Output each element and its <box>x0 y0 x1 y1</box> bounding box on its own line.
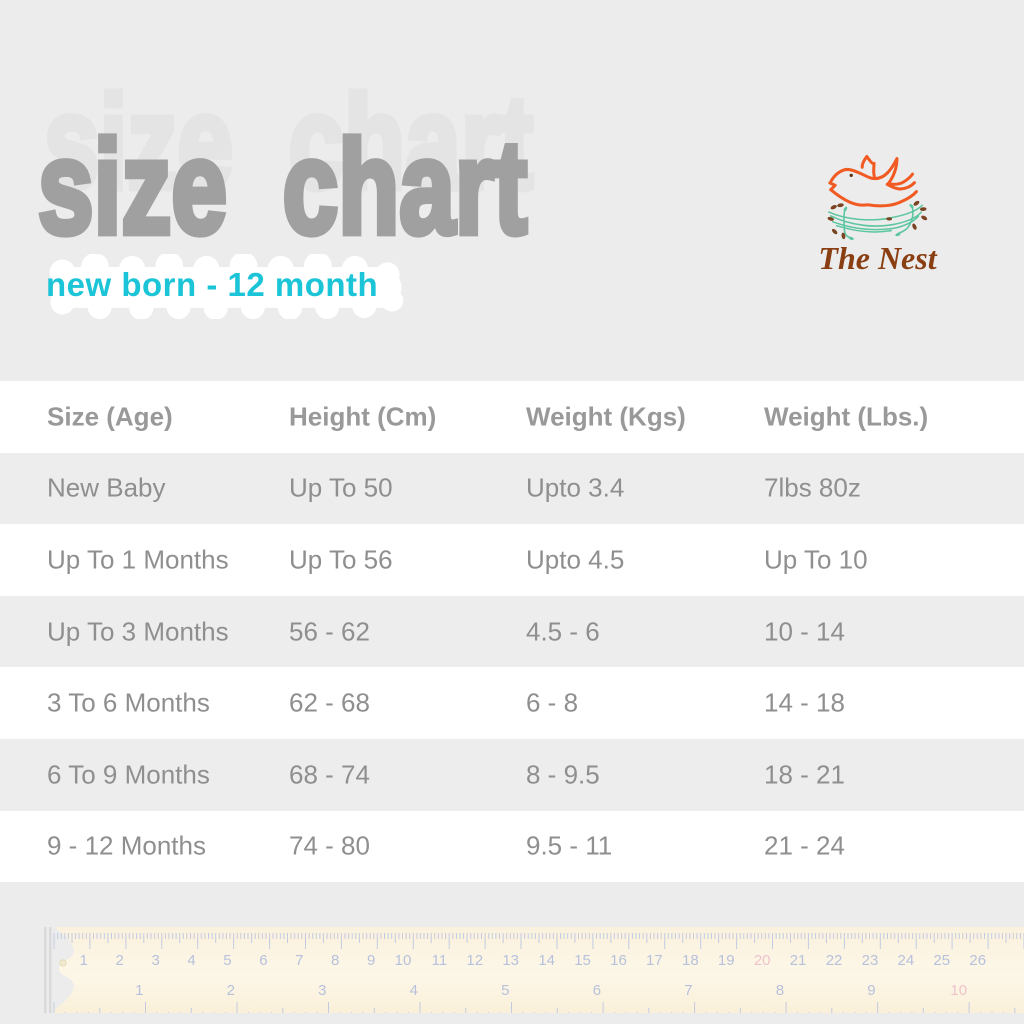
svg-text:12: 12 <box>466 952 483 969</box>
svg-text:9: 9 <box>367 952 375 969</box>
svg-text:8: 8 <box>776 982 784 999</box>
svg-text:1: 1 <box>80 952 88 969</box>
svg-text:9: 9 <box>867 982 875 999</box>
svg-text:1: 1 <box>135 982 143 999</box>
svg-text:18: 18 <box>682 952 699 969</box>
svg-text:7: 7 <box>684 982 692 999</box>
svg-text:19: 19 <box>718 952 735 969</box>
svg-text:6: 6 <box>593 982 601 999</box>
svg-text:4: 4 <box>187 952 195 969</box>
svg-text:7: 7 <box>295 952 303 969</box>
svg-text:8: 8 <box>331 952 339 969</box>
svg-text:6: 6 <box>259 952 267 969</box>
svg-text:5: 5 <box>223 952 231 969</box>
svg-text:21: 21 <box>790 952 807 969</box>
svg-text:24: 24 <box>898 952 915 969</box>
svg-text:3: 3 <box>151 952 159 969</box>
svg-text:2: 2 <box>227 982 235 999</box>
svg-text:10: 10 <box>950 982 967 999</box>
svg-text:17: 17 <box>646 952 663 969</box>
svg-text:22: 22 <box>826 952 843 969</box>
svg-text:20: 20 <box>754 952 771 969</box>
svg-text:16: 16 <box>610 952 627 969</box>
svg-text:14: 14 <box>538 952 555 969</box>
svg-text:11: 11 <box>432 952 448 969</box>
svg-text:4: 4 <box>410 982 418 999</box>
svg-text:10: 10 <box>395 952 412 969</box>
svg-text:13: 13 <box>502 952 519 969</box>
svg-text:5: 5 <box>501 982 509 999</box>
svg-text:15: 15 <box>574 952 591 969</box>
svg-text:2: 2 <box>116 952 124 969</box>
svg-text:26: 26 <box>969 952 986 969</box>
svg-text:23: 23 <box>862 952 879 969</box>
svg-text:25: 25 <box>933 952 950 969</box>
svg-text:3: 3 <box>318 982 326 999</box>
